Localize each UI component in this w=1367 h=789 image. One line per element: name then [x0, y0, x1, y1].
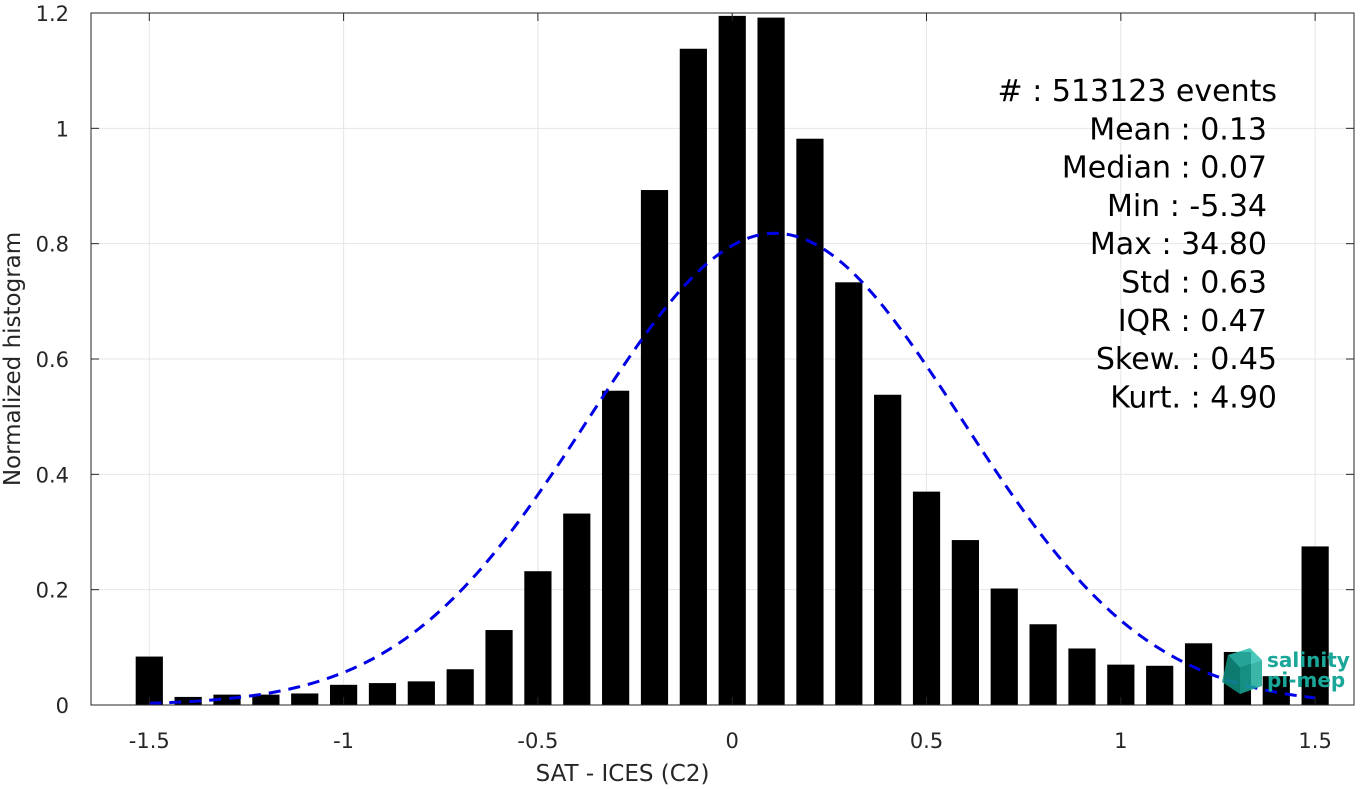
x-tick-label: -0.5 — [517, 729, 558, 753]
stat-line: Max : 34.80 — [1090, 227, 1267, 262]
y-tick-label: 1 — [56, 117, 69, 141]
y-tick-label: 1.2 — [36, 2, 69, 26]
histogram-bar — [174, 696, 202, 705]
logo-cube-icon — [1222, 648, 1262, 694]
histogram-bar — [640, 190, 669, 705]
histogram-bar — [485, 630, 513, 705]
histogram-bar — [524, 571, 552, 705]
histogram-bar — [563, 513, 591, 705]
y-tick-label: 0.8 — [36, 233, 69, 257]
y-axis-label: Normalized histogram — [0, 232, 26, 486]
histogram-bar — [1029, 624, 1057, 705]
histogram-bar — [796, 138, 824, 706]
stat-line: Min : -5.34 — [1107, 189, 1267, 224]
logo-text-pimep: pi-mep — [1267, 668, 1345, 692]
stat-line: # : 513123 events — [998, 74, 1277, 109]
y-tick-label: 0.6 — [36, 348, 69, 372]
histogram-bar — [912, 491, 941, 705]
histogram-bar — [1146, 665, 1174, 705]
y-tick-label: 0.4 — [36, 463, 69, 487]
x-tick-label: 1.5 — [1298, 729, 1331, 753]
stat-line: Skew. : 0.45 — [1096, 342, 1277, 377]
histogram-bar — [602, 390, 630, 705]
y-tick-label: 0.2 — [36, 579, 69, 603]
histogram-bar — [679, 48, 707, 705]
histogram-bar — [951, 540, 979, 705]
tick-labels: -1.5 -1 -0.5 0 0.5 1 1.5 0 0.2 0.4 0.6 0.8 1 1.2 — [36, 2, 1332, 753]
histogram-bar — [757, 17, 785, 705]
histogram-bar — [407, 681, 435, 705]
salinity-pimep-logo: salinity pi-mep — [1222, 648, 1350, 694]
histogram-bar — [1068, 648, 1096, 705]
stat-line: Mean : 0.13 — [1089, 112, 1267, 147]
x-tick-label: 0.5 — [910, 729, 943, 753]
axis-labels: SAT - ICES (C2) Normalized histogram — [0, 232, 710, 787]
histogram-bar — [835, 282, 863, 705]
logo-text-salinity: salinity — [1267, 648, 1350, 672]
histogram-bar — [446, 669, 474, 705]
stat-line: IQR : 0.47 — [1118, 304, 1267, 339]
histogram-bar — [291, 693, 319, 705]
x-tick-label: 1 — [1114, 729, 1127, 753]
histogram-bar — [329, 684, 358, 705]
stat-line: Kurt. : 4.90 — [1110, 380, 1277, 415]
histogram-bar — [252, 694, 280, 705]
y-tick-label: 0 — [56, 694, 69, 718]
histogram-bar — [213, 694, 241, 705]
gaussian-fit — [149, 231, 1316, 705]
histogram-bar — [1301, 546, 1329, 705]
x-axis-label: SAT - ICES (C2) — [536, 761, 710, 785]
fit-curve-line — [149, 231, 1316, 705]
x-tick-label: -1 — [333, 729, 354, 753]
histogram-bars — [135, 15, 1329, 706]
histogram-bar — [874, 394, 902, 705]
x-tick-label: 0 — [726, 729, 739, 753]
stat-line: Std : 0.63 — [1121, 266, 1267, 301]
stat-line: Median : 0.07 — [1062, 151, 1267, 186]
axes — [90, 12, 1355, 706]
histogram-bar — [718, 15, 746, 705]
histogram-bar — [990, 588, 1018, 705]
x-tick-label: -1.5 — [129, 729, 170, 753]
histogram-bar — [368, 683, 397, 705]
histogram-bar — [135, 656, 163, 705]
